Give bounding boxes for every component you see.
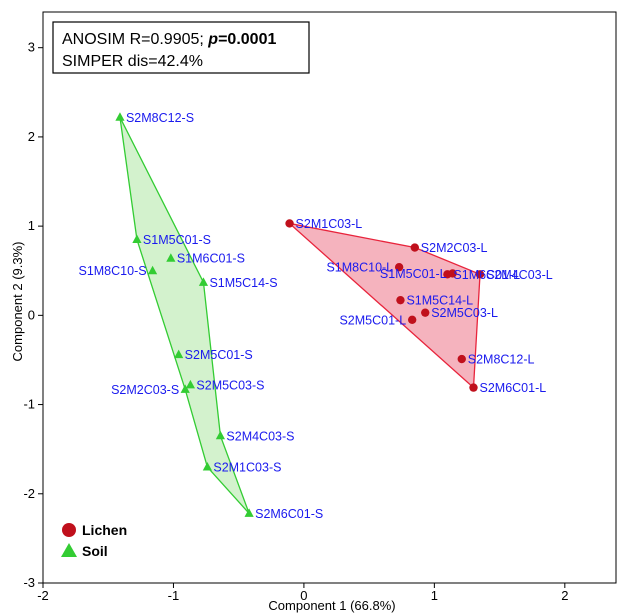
soil-point (147, 265, 158, 275)
x-tick-label: 2 (561, 588, 568, 603)
lichen-point (457, 354, 466, 364)
point-label: S2M2C03-S (111, 383, 179, 397)
lichen-point (407, 315, 417, 325)
lichen-point (396, 295, 405, 305)
legend: Lichen Soil (61, 522, 127, 559)
y-axis: -3 -2 -1 0 1 2 3 (23, 40, 43, 590)
point-label: S1M5C14-L (406, 294, 473, 308)
y-tick-label: 1 (28, 218, 35, 233)
x-tick-label: -2 (37, 588, 49, 603)
point-label: S1M6C01-S (177, 252, 245, 266)
point-label: S2M6C01-S (255, 507, 323, 521)
lichen-point (448, 269, 457, 278)
y-axis-title: Component 2 (9.3%) (10, 242, 25, 362)
x-tick-label: 0 (300, 588, 307, 603)
point-label: S2M5C03-S (196, 378, 264, 392)
point-label: S2M8C12-L (468, 353, 535, 367)
point-label: S2M8C12-S (126, 111, 194, 125)
plot-area-frame (42, 11, 617, 584)
point-label: S1M8C10-S (78, 264, 146, 278)
point-labels: S2M1C03-L S2M2C03-L S1M8C10-L S1M6C01-L S1M5… (78, 111, 552, 521)
soil-point (202, 462, 212, 471)
soil-point (198, 277, 209, 286)
y-tick-label: -2 (23, 486, 35, 501)
point-label: S1M5C01-L (380, 267, 447, 281)
x-axis-title: Component 1 (66.8%) (268, 598, 395, 613)
anosim-p-symbol: p (207, 31, 218, 48)
anosim-prefix: ANOSIM R=0.9905; (62, 31, 208, 48)
x-tick-label: -1 (168, 588, 180, 603)
point-label: S2M2C03-L (421, 241, 488, 255)
stats-annotation-box: ANOSIM R=0.9905; p=0.0001 SIMPER dis=42.… (52, 21, 310, 74)
legend-soil-label: Soil (82, 543, 108, 559)
point-label: S2M6C01-L (480, 381, 547, 395)
point-label: S2M1C03-L (296, 217, 363, 231)
soil-point (244, 508, 254, 517)
lichen-point (475, 270, 485, 279)
point-label: S2M4C03-L (486, 268, 553, 282)
soil-point (215, 430, 226, 440)
stats-annotation-border (52, 21, 310, 74)
y-tick-label: 2 (28, 129, 35, 144)
lichen-point (285, 219, 294, 228)
point-label: S1M8C10-L (326, 261, 393, 275)
y-tick-label: -1 (23, 397, 35, 412)
point-label: S2M1C03-S (213, 461, 281, 475)
anosim-line: ANOSIM R=0.9905; p=0.0001 (62, 31, 276, 48)
data-markers (115, 112, 485, 517)
anosim-p-value: =0.0001 (218, 31, 276, 48)
point-label: S1M5C01-S (143, 233, 211, 247)
soil-point (132, 234, 142, 244)
y-tick-label: 0 (28, 307, 35, 322)
soil-point (180, 384, 190, 393)
legend-lichen-marker (62, 523, 76, 537)
point-label: S2M5C01-L (339, 313, 406, 327)
point-label: S1M6C01-L (453, 268, 520, 282)
lichen-point (469, 383, 478, 392)
lichen-point (421, 308, 430, 317)
soil-point (166, 253, 176, 262)
soil-hull (119, 116, 250, 514)
legend-soil-marker (61, 543, 77, 557)
y-tick-label: 3 (28, 40, 35, 55)
simper-line: SIMPER dis=42.4% (62, 53, 203, 70)
soil-point (185, 379, 196, 389)
x-tick-label: 1 (431, 588, 438, 603)
group-hulls (119, 116, 481, 514)
x-axis: -2 -1 0 1 2 (37, 583, 568, 603)
point-label: S2M4C03-S (226, 429, 294, 443)
soil-point (174, 349, 184, 359)
point-label: S2M5C01-S (185, 348, 253, 362)
lichen-point (410, 243, 419, 252)
point-label: S2M5C03-L (431, 306, 498, 320)
y-tick-label: -3 (23, 575, 35, 590)
legend-lichen-label: Lichen (82, 522, 127, 538)
lichen-point (394, 262, 404, 272)
point-label: S1M5C14-S (209, 276, 277, 290)
soil-point (115, 112, 125, 121)
